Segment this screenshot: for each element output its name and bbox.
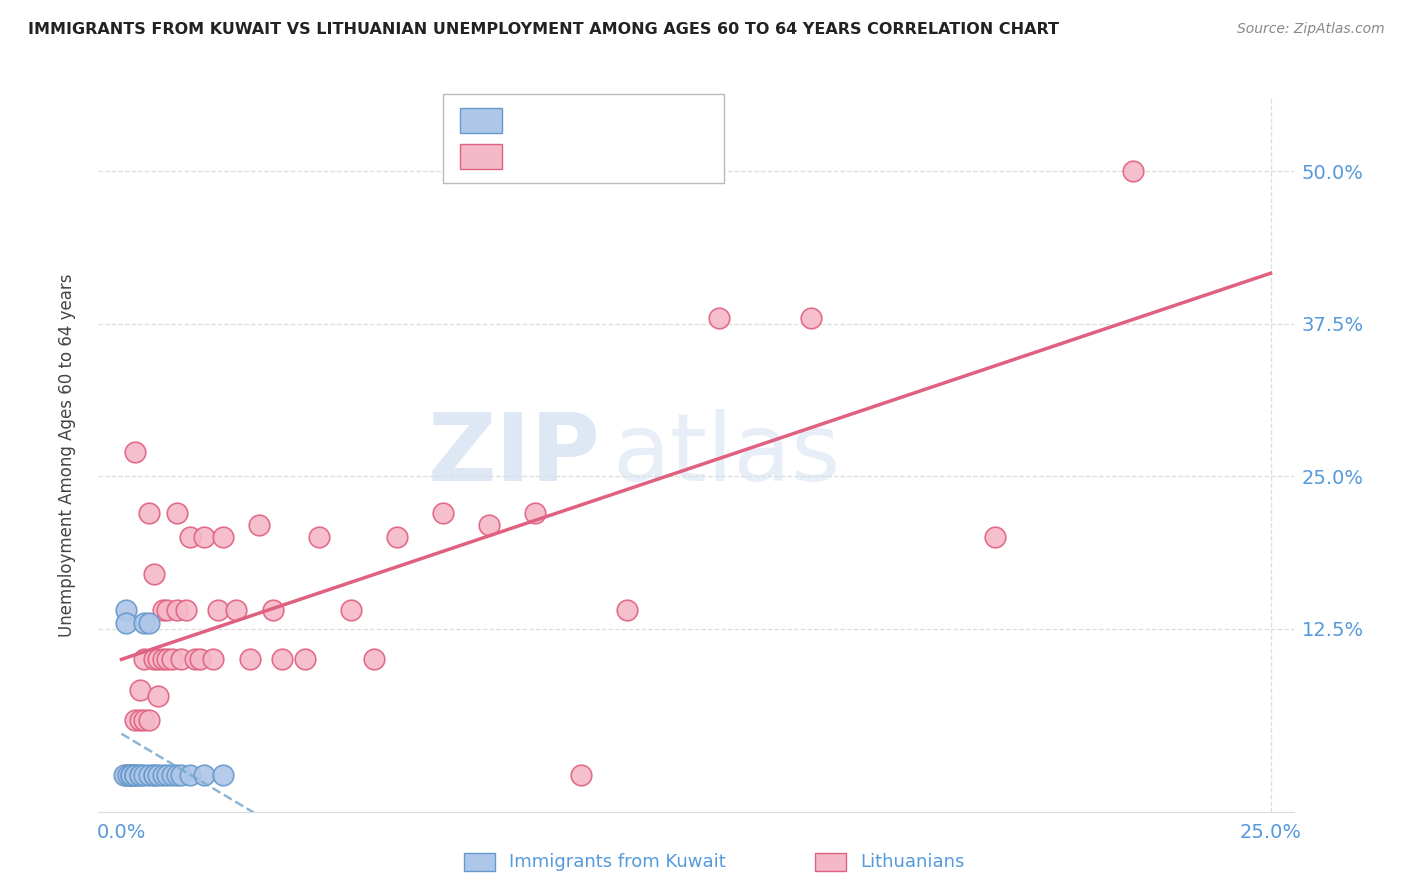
Point [148,652,170,666]
Point [340,603,363,617]
Point [193,768,215,782]
Point [174,603,197,617]
Point [124,713,146,727]
Point [262,603,284,617]
Point [128,768,150,782]
Point [478,518,501,533]
Point [134,768,156,782]
Point [156,768,179,782]
Point [120,768,142,782]
Point [138,506,160,520]
Point [179,530,201,544]
Text: Immigrants from Kuwait: Immigrants from Kuwait [509,853,725,871]
Point [184,652,207,666]
Point [160,652,183,666]
Point [115,615,138,630]
Point [124,768,146,782]
Point [152,768,174,782]
Text: N =: N = [619,112,671,129]
Text: 0.682: 0.682 [555,147,619,165]
Point [128,682,150,697]
Point [166,768,188,782]
Point [117,768,139,782]
Text: R =: R = [516,112,555,129]
Point [160,768,183,782]
Point [707,310,730,325]
Point [124,768,146,782]
Point [134,652,156,666]
Point [134,615,156,630]
Text: 27: 27 [661,112,686,129]
Point [179,768,201,782]
Point [112,768,135,782]
Point [115,768,138,782]
Point [142,652,165,666]
Text: R =: R = [516,147,555,165]
Point [156,603,179,617]
Point [1122,164,1144,178]
Point [225,603,247,617]
Point [207,603,229,617]
Point [385,530,409,544]
Point [800,310,823,325]
Point [134,713,156,727]
Point [152,652,174,666]
Text: ZIP: ZIP [427,409,600,501]
Point [142,768,165,782]
Point [308,530,330,544]
Text: Lithuanians: Lithuanians [860,853,965,871]
Point [569,768,592,782]
Point [247,518,270,533]
Text: atlas: atlas [613,409,841,501]
Text: N =: N = [619,147,671,165]
Point [142,566,165,581]
Y-axis label: Unemployment Among Ages 60 to 64 years: Unemployment Among Ages 60 to 64 years [58,273,76,637]
Point [166,603,188,617]
Point [166,506,188,520]
Point [616,603,638,617]
Point [239,652,262,666]
Point [432,506,454,520]
Point [193,530,215,544]
Point [120,768,142,782]
Point [128,768,150,782]
Point [524,506,547,520]
Text: -0.135: -0.135 [555,112,620,129]
Point [156,652,179,666]
Point [138,713,160,727]
Point [124,445,146,459]
Point [124,768,146,782]
Point [120,768,142,782]
Point [294,652,316,666]
Point [148,768,170,782]
Text: Source: ZipAtlas.com: Source: ZipAtlas.com [1237,22,1385,37]
Point [202,652,225,666]
Point [188,652,211,666]
Point [983,530,1005,544]
Point [138,768,160,782]
Point [138,615,160,630]
Point [170,768,193,782]
Point [170,652,193,666]
Point [115,603,138,617]
Text: IMMIGRANTS FROM KUWAIT VS LITHUANIAN UNEMPLOYMENT AMONG AGES 60 TO 64 YEARS CORR: IMMIGRANTS FROM KUWAIT VS LITHUANIAN UNE… [28,22,1059,37]
Point [148,689,170,703]
Point [211,530,233,544]
Point [211,768,233,782]
Point [142,768,165,782]
Text: 49: 49 [661,147,686,165]
Point [271,652,294,666]
Point [152,603,174,617]
Point [128,713,150,727]
Point [363,652,385,666]
Point [120,768,142,782]
